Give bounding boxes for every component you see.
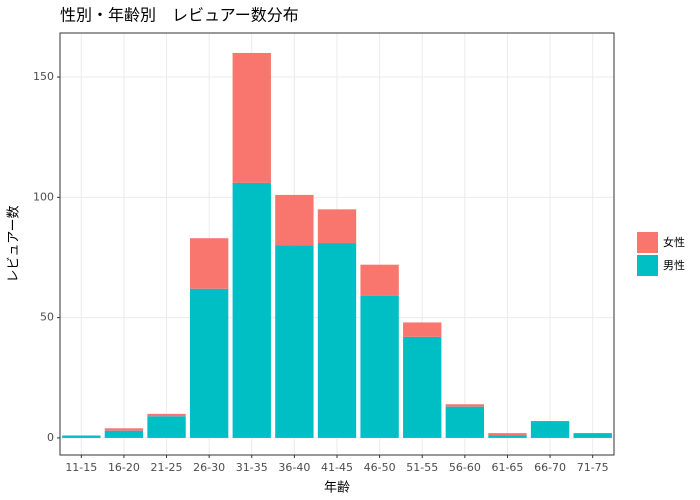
legend-label: 男性: [663, 258, 685, 272]
legend-swatch: [637, 255, 658, 276]
bar-segment: [189, 238, 229, 289]
legend-label: 女性: [663, 235, 685, 249]
bar-segment: [317, 243, 357, 438]
bar-segment: [147, 416, 186, 438]
x-tick-label: 56-60: [449, 461, 481, 474]
bar-segment: [445, 404, 485, 407]
bar-segment: [275, 194, 314, 246]
bar-segment: [360, 295, 399, 438]
bar-segment: [445, 406, 485, 438]
x-tick-label: 11-15: [65, 461, 97, 474]
x-tick-label: 31-35: [236, 461, 268, 474]
x-tick-label: 16-20: [108, 461, 140, 474]
bar-segment: [530, 421, 570, 438]
bar-segment: [360, 264, 399, 296]
bar-segment: [104, 428, 144, 431]
bar-segment: [403, 322, 442, 337]
bar-segment: [317, 209, 357, 244]
chart-title: 性別・年齢別 レビュアー数分布: [60, 6, 299, 25]
bar-segment: [573, 433, 612, 438]
bar-segment: [62, 435, 101, 438]
bar-segment: [104, 430, 144, 438]
x-tick-label: 51-55: [406, 461, 438, 474]
legend-swatch: [637, 232, 658, 253]
bar-segment: [488, 433, 527, 436]
x-tick-label: 61-65: [491, 461, 523, 474]
x-tick-label: 46-50: [364, 461, 396, 474]
x-tick-label: 41-45: [321, 461, 353, 474]
bar-segment: [232, 52, 271, 183]
x-axis-title: 年齢: [324, 481, 350, 496]
x-tick-label: 66-70: [534, 461, 566, 474]
x-tick-label: 71-75: [577, 461, 609, 474]
y-tick-label: 50: [40, 311, 54, 324]
plot-border: [59, 32, 615, 456]
y-axis-title: レビュアー数: [7, 206, 22, 283]
x-tick-label: 21-25: [151, 461, 183, 474]
bar-segment: [232, 182, 271, 438]
bar-segment: [488, 435, 527, 438]
x-tick-label: 26-30: [193, 461, 225, 474]
bar-segment: [275, 245, 314, 438]
bar-segment: [403, 336, 442, 438]
y-tick-label: 150: [33, 70, 54, 83]
y-tick-label: 0: [47, 431, 54, 444]
bar-segment: [189, 288, 229, 438]
x-tick-label: 36-40: [278, 461, 310, 474]
bar-segment: [147, 413, 186, 417]
y-tick-label: 100: [33, 190, 54, 203]
